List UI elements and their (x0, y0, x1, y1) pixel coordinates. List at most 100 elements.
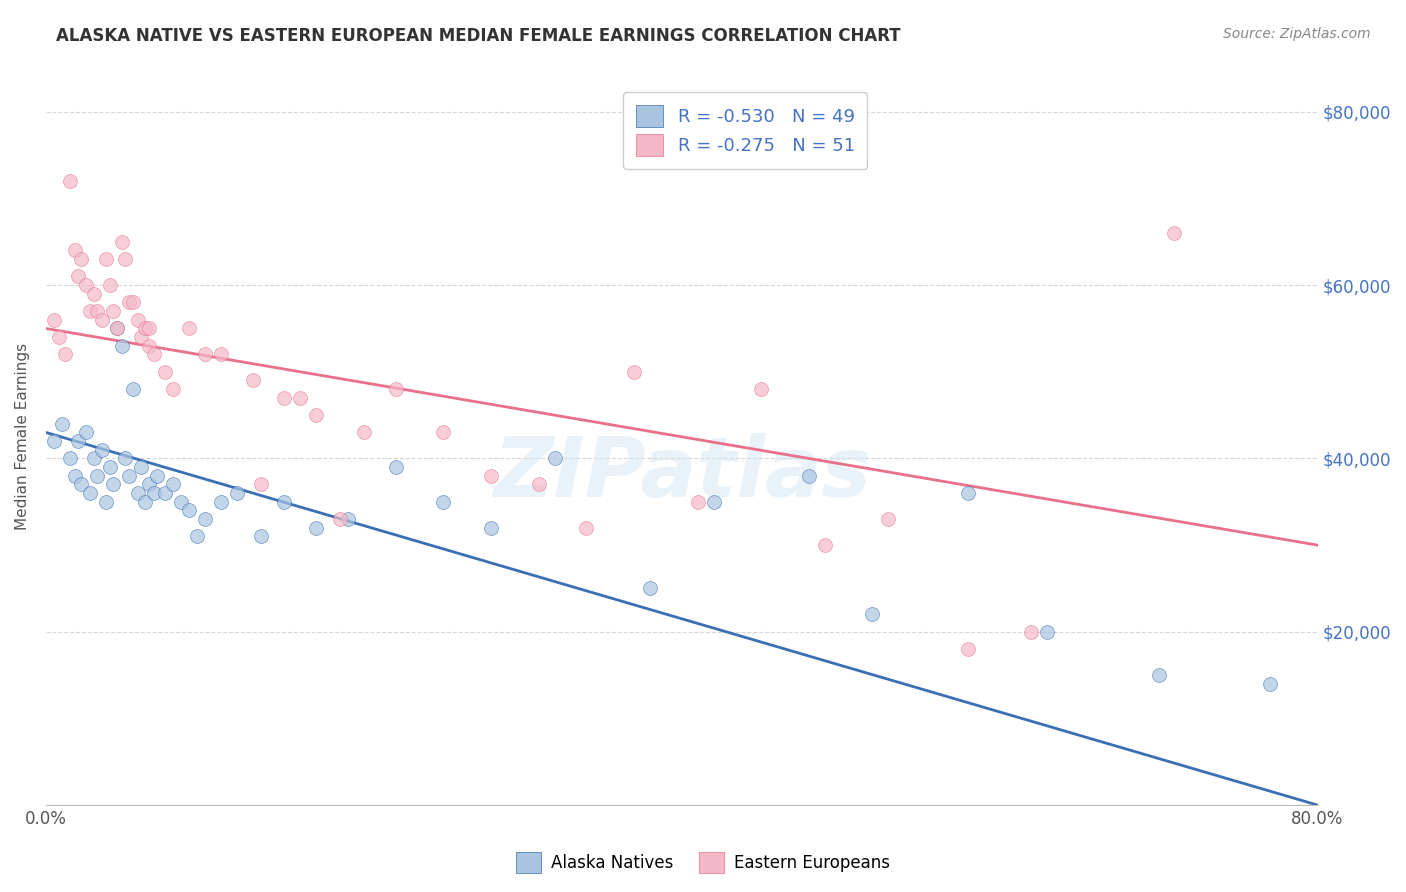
Point (209, 495, 232, 509)
Point (177, 321, 200, 335)
Point (63, 244, 86, 258)
Point (86, 468, 108, 483)
Point (86, 304, 108, 318)
Point (479, 521, 502, 535)
Point (1258, 677, 1281, 691)
Point (479, 468, 502, 483)
Point (79, 304, 101, 318)
Point (242, 374, 264, 388)
Point (273, 391, 295, 405)
Point (877, 512, 900, 526)
Point (249, 477, 271, 491)
Point (131, 460, 153, 475)
Point (96, 252, 118, 267)
Point (146, 468, 169, 483)
Point (66, 269, 89, 284)
Point (59, 174, 82, 188)
Point (353, 425, 375, 440)
Point (273, 495, 295, 509)
Point (63, 468, 86, 483)
Legend: R = -0.530   N = 49, R = -0.275   N = 51: R = -0.530 N = 49, R = -0.275 N = 51 (623, 92, 868, 169)
Point (162, 382, 184, 396)
Point (329, 512, 352, 526)
Point (70, 477, 93, 491)
Point (623, 365, 645, 379)
Point (1021, 624, 1043, 639)
Point (42, 434, 65, 449)
Point (305, 408, 328, 422)
Text: Source: ZipAtlas.com: Source: ZipAtlas.com (1223, 27, 1371, 41)
Point (194, 347, 217, 361)
Point (956, 642, 979, 657)
Point (111, 339, 134, 353)
Point (66, 434, 89, 449)
Point (194, 512, 217, 526)
Point (122, 382, 145, 396)
Point (131, 330, 153, 344)
Point (1036, 624, 1059, 639)
Point (75, 278, 97, 293)
Point (111, 235, 134, 249)
Point (1163, 226, 1185, 240)
Point (543, 451, 565, 466)
Point (134, 495, 156, 509)
Point (143, 486, 166, 500)
Point (305, 521, 328, 535)
Point (98, 278, 121, 293)
Point (143, 347, 166, 361)
Point (83, 286, 105, 301)
Point (101, 304, 124, 318)
Point (575, 521, 598, 535)
Y-axis label: Median Female Earnings: Median Female Earnings (15, 343, 30, 531)
Point (101, 477, 124, 491)
Point (127, 486, 149, 500)
Point (249, 529, 271, 543)
Point (162, 477, 184, 491)
Point (42, 313, 65, 327)
Point (814, 538, 837, 552)
Point (638, 582, 661, 596)
Point (432, 425, 454, 440)
Point (290, 391, 312, 405)
Point (209, 347, 232, 361)
Point (90, 442, 112, 457)
Point (134, 321, 156, 335)
Point (75, 425, 97, 440)
Point (98, 460, 121, 475)
Point (153, 486, 176, 500)
Point (797, 468, 820, 483)
Point (138, 477, 160, 491)
Point (79, 486, 101, 500)
Point (956, 486, 979, 500)
Point (107, 321, 129, 335)
Point (153, 365, 176, 379)
Point (107, 321, 129, 335)
Point (59, 451, 82, 466)
Point (51, 417, 73, 431)
Point (117, 468, 139, 483)
Point (122, 295, 145, 310)
Legend: Alaska Natives, Eastern Europeans: Alaska Natives, Eastern Europeans (509, 846, 897, 880)
Point (1147, 668, 1170, 682)
Point (138, 321, 160, 335)
Point (48, 330, 70, 344)
Point (117, 295, 139, 310)
Point (83, 451, 105, 466)
Point (90, 313, 112, 327)
Point (749, 382, 772, 396)
Point (527, 477, 550, 491)
Point (862, 607, 884, 622)
Point (702, 495, 724, 509)
Text: ZIPatlas: ZIPatlas (494, 434, 870, 514)
Point (432, 495, 454, 509)
Point (70, 252, 93, 267)
Point (384, 460, 406, 475)
Point (127, 313, 149, 327)
Point (686, 495, 709, 509)
Point (114, 252, 136, 267)
Point (114, 451, 136, 466)
Point (336, 512, 359, 526)
Point (186, 529, 208, 543)
Point (225, 486, 247, 500)
Point (384, 382, 406, 396)
